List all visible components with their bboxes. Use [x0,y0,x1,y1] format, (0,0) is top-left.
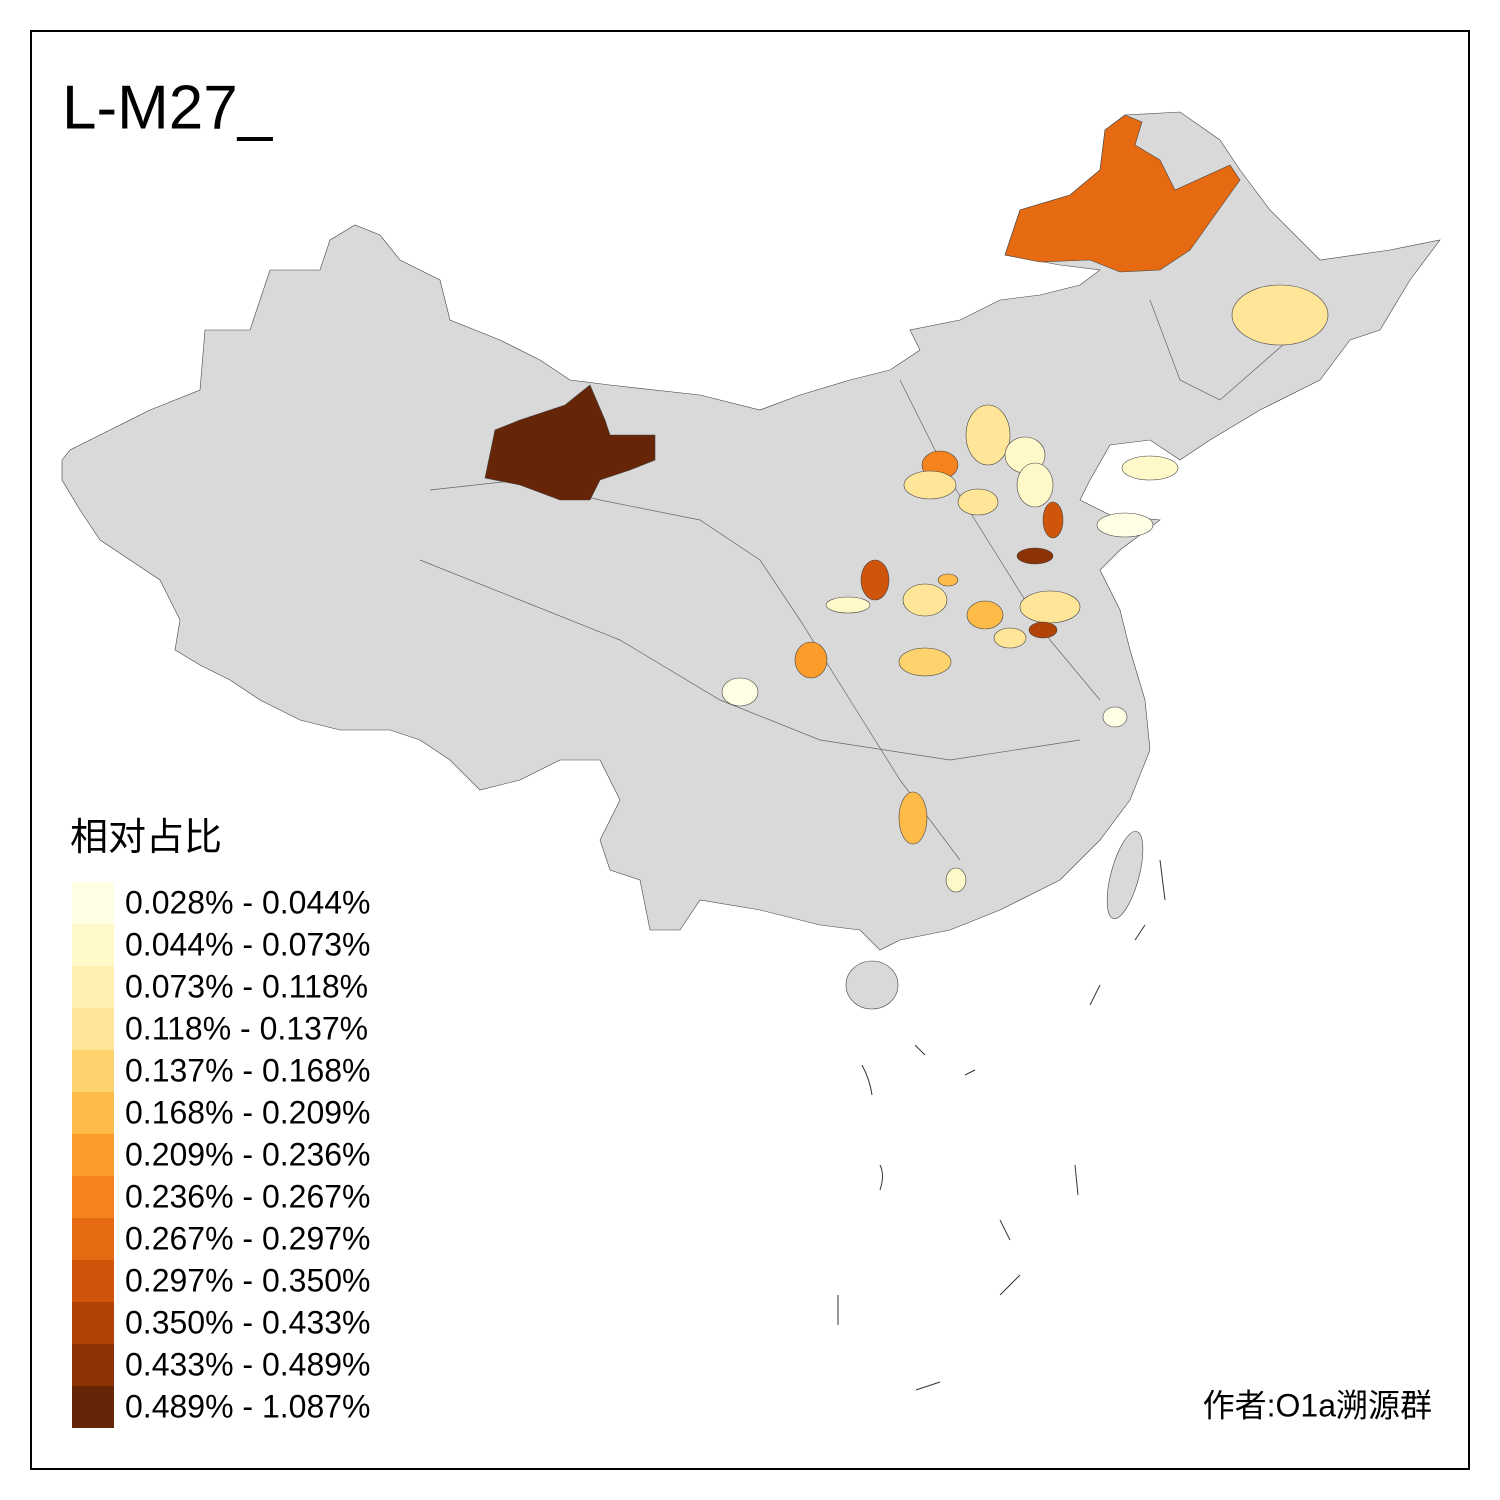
region-highlight [1096,512,1154,538]
region-highlight [1019,590,1081,624]
legend-swatch [72,1134,114,1176]
author-credit: 作者:O1a溯源群 [1203,1387,1432,1423]
region-highlight [1004,114,1241,273]
legend-swatch [72,1008,114,1050]
region-highlight [957,488,999,516]
legend-label: 0.137% - 0.168% [125,1052,371,1088]
region-highlight [898,791,928,845]
legend-swatch [72,1218,114,1260]
island [1106,831,1144,919]
legend-label: 0.236% - 0.267% [125,1178,371,1214]
legend-swatch [72,966,114,1008]
region-highlight [965,404,1011,466]
legend-label: 0.350% - 0.433% [125,1304,371,1340]
region-highlight [1121,455,1179,481]
legend-label: 0.433% - 0.489% [125,1346,371,1382]
legend-swatch [72,1344,114,1386]
island [845,960,899,1010]
legend-swatch [72,1302,114,1344]
region-highlight [1016,547,1054,565]
legend-title: 相对占比 [70,817,222,859]
legend-label: 0.118% - 0.137% [125,1010,368,1046]
region-highlight [794,641,828,679]
region-highlight [898,647,952,677]
map-title: L-M27_ [62,73,274,142]
legend-label: 0.489% - 1.087% [125,1388,371,1424]
legend-label: 0.044% - 0.073% [125,926,371,962]
legend-label: 0.028% - 0.044% [125,884,371,920]
region-highlight [1042,501,1064,539]
legend-swatch [72,924,114,966]
region-highlight [966,600,1004,630]
region-highlight [902,583,948,617]
legend: 0.028% - 0.044% 0.044% - 0.073% 0.073% - 0… [72,882,371,1428]
region-highlight [721,677,759,707]
region-highlight [903,470,957,500]
legend-label: 0.267% - 0.297% [125,1220,371,1256]
legend-label: 0.073% - 0.118% [125,968,368,1004]
legend-swatch [72,1386,114,1428]
border [419,559,1081,761]
border [899,379,1101,701]
region-highlight [1231,284,1329,346]
legend-label: 0.297% - 0.350% [125,1262,371,1298]
region-highlight [1016,462,1054,508]
region-highlight [937,573,959,587]
legend-swatch [72,1176,114,1218]
legend-swatch [72,882,114,924]
region-highlight [993,627,1027,649]
island-dashes [837,859,1166,1391]
country-outline [61,111,1441,951]
region-highlight [1102,706,1128,728]
legend-label: 0.168% - 0.209% [125,1094,371,1130]
legend-swatch [72,1092,114,1134]
legend-label: 0.209% - 0.236% [125,1136,371,1172]
region-highlight [1028,621,1058,639]
region-highlight [484,384,656,501]
legend-swatch [72,1260,114,1302]
border [1149,299,1301,401]
region-highlight [945,867,967,893]
region-highlight [825,596,871,614]
legend-swatch [72,1050,114,1092]
map [61,111,1441,1391]
region-highlight [860,559,890,601]
